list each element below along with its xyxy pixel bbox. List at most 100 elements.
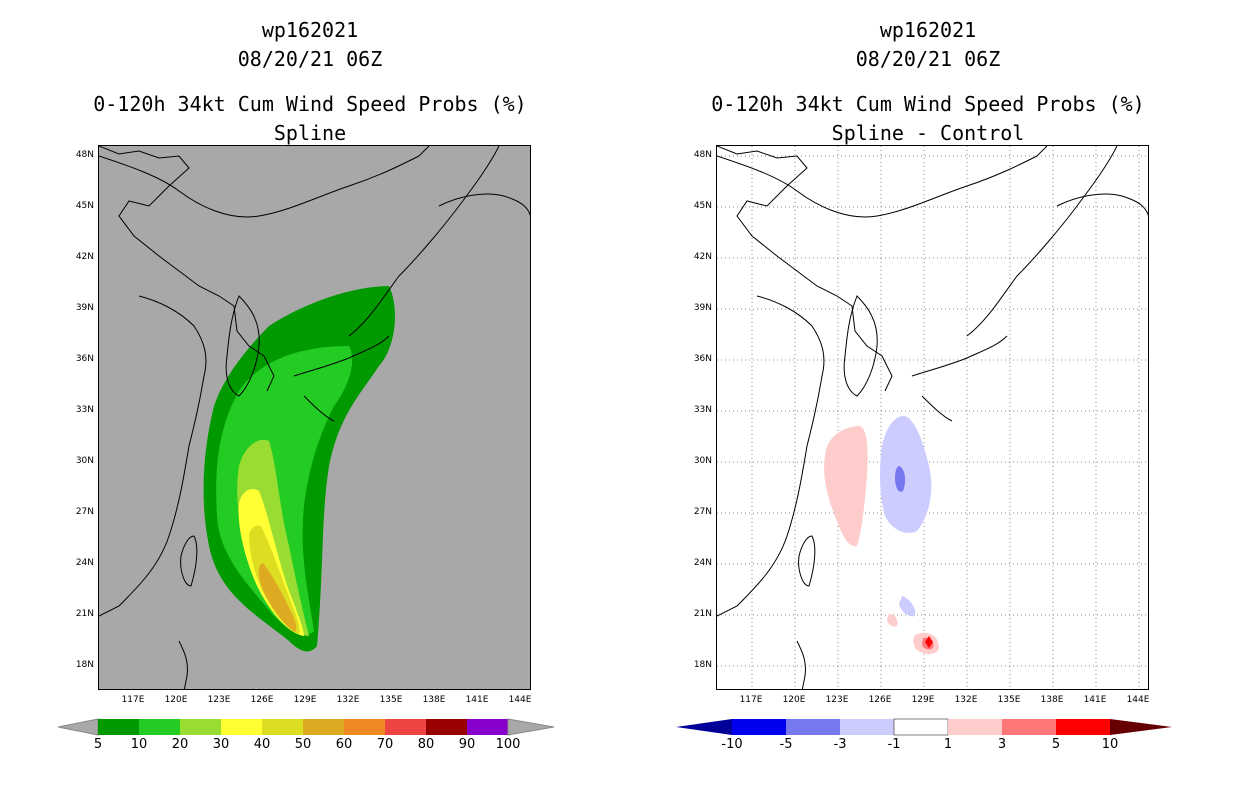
left-colorbar-bin — [262, 719, 303, 735]
lon-label: 123E — [207, 695, 231, 705]
right-subtitle: Spline - Control — [831, 121, 1025, 145]
left-colorbar-bin — [344, 719, 385, 735]
left-colorbar-over-arrow — [507, 718, 554, 736]
left-colorbar-bin — [303, 719, 344, 735]
right-difference-map — [716, 145, 1149, 690]
left-colorbar-bin — [139, 719, 180, 735]
lat-label: 42N — [693, 252, 712, 262]
lat-label: 33N — [693, 405, 712, 415]
lon-label: 138E — [1040, 695, 1064, 705]
diff-negative-1-3 — [880, 415, 932, 533]
right-colorbar-bin — [1002, 719, 1056, 735]
left-colorbar — [58, 718, 554, 736]
lon-label: 120E — [164, 695, 188, 705]
lon-label: 129E — [911, 695, 935, 705]
colorbar-label: 90 — [458, 737, 476, 752]
lon-label: 141E — [1083, 695, 1107, 705]
left-map-svg — [99, 146, 530, 689]
lat-label: 48N — [693, 150, 712, 160]
right-colorbar-bin — [948, 719, 1002, 735]
colorbar-label: 30 — [212, 737, 230, 752]
lat-label: 39N — [693, 303, 712, 313]
colorbar-label: 80 — [417, 737, 435, 752]
left-datetime: 08/20/21 06Z — [237, 47, 383, 71]
colorbar-label: -3 — [833, 737, 847, 752]
lat-label: 45N — [75, 201, 94, 211]
diff-negative-1-3-south — [899, 596, 916, 617]
colorbar-label: 60 — [335, 737, 353, 752]
lon-label: 144E — [508, 695, 532, 705]
lon-label: 141E — [465, 695, 489, 705]
colorbar-label: -10 — [721, 737, 743, 752]
lon-label: 138E — [422, 695, 446, 705]
prob-50-contour — [258, 563, 297, 632]
right-colorbar-bin — [840, 719, 894, 735]
left-subtitle: Spline — [273, 121, 347, 145]
lon-label: 129E — [293, 695, 317, 705]
left-colorbar-bin — [467, 719, 508, 735]
right-coastlines — [717, 146, 1148, 689]
colorbar-label: 5 — [1051, 737, 1061, 752]
right-colorbar-bin — [786, 719, 840, 735]
lon-label: 132E — [954, 695, 978, 705]
right-colorbar-over-arrow — [1110, 719, 1172, 735]
lon-label: 144E — [1126, 695, 1150, 705]
lon-label: 123E — [825, 695, 849, 705]
left-colorbar-bin — [98, 719, 139, 735]
lon-label: 135E — [997, 695, 1021, 705]
lat-label: 21N — [75, 609, 94, 619]
diff-negative-3-5 — [895, 466, 906, 492]
colorbar-label: 70 — [376, 737, 394, 752]
lat-label: 27N — [75, 507, 94, 517]
right-colorbar-bin — [893, 718, 949, 736]
lat-label: 45N — [693, 201, 712, 211]
left-product-title: 0-120h 34kt Cum Wind Speed Probs (%) — [93, 92, 527, 116]
colorbar-label: 40 — [253, 737, 271, 752]
lat-label: 30N — [75, 456, 94, 466]
lon-label: 117E — [121, 695, 145, 705]
lat-label: 27N — [693, 507, 712, 517]
lat-label: 36N — [693, 354, 712, 364]
diff-positive-1-3-south — [887, 614, 898, 627]
lat-label: 18N — [75, 660, 94, 670]
lat-label: 39N — [75, 303, 94, 313]
lon-label: 117E — [739, 695, 763, 705]
right-colorbar-under-arrow — [676, 719, 732, 735]
colorbar-label: 1 — [943, 737, 953, 752]
left-colorbar-bin — [180, 719, 221, 735]
left-storm-id: wp162021 — [261, 18, 359, 42]
left-coastlines — [99, 146, 530, 689]
left-colorbar-under-arrow — [58, 718, 99, 736]
right-colorbar-bin — [732, 719, 786, 735]
colorbar-label: -5 — [779, 737, 793, 752]
right-title-block: wp162021 08/20/21 06Z 0-120h 34kt Cum Wi… — [668, 16, 1188, 148]
lon-label: 132E — [336, 695, 360, 705]
right-product-title: 0-120h 34kt Cum Wind Speed Probs (%) — [711, 92, 1145, 116]
lat-label: 42N — [75, 252, 94, 262]
colorbar-label: 50 — [294, 737, 312, 752]
lat-label: 18N — [693, 660, 712, 670]
colorbar-label: 20 — [171, 737, 189, 752]
colorbar-label: 100 — [495, 737, 521, 752]
right-map-svg — [717, 146, 1148, 689]
right-colorbar — [676, 718, 1172, 736]
lat-label: 24N — [75, 558, 94, 568]
left-colorbar-bin — [385, 719, 426, 735]
colorbar-label: 5 — [93, 737, 103, 752]
lat-label: 48N — [75, 150, 94, 160]
left-title-block: wp162021 08/20/21 06Z 0-120h 34kt Cum Wi… — [50, 16, 570, 148]
lon-label: 120E — [782, 695, 806, 705]
colorbar-label: 10 — [1101, 737, 1119, 752]
lon-label: 135E — [379, 695, 403, 705]
lat-label: 33N — [75, 405, 94, 415]
lon-label: 126E — [868, 695, 892, 705]
colorbar-label: 10 — [130, 737, 148, 752]
right-datetime: 08/20/21 06Z — [855, 47, 1001, 71]
left-probability-map — [98, 145, 531, 690]
lat-label: 36N — [75, 354, 94, 364]
left-colorbar-bin — [221, 719, 262, 735]
colorbar-label: -1 — [887, 737, 901, 752]
left-colorbar-bin — [426, 719, 467, 735]
right-storm-id: wp162021 — [879, 18, 977, 42]
diff-positive-1-3-west — [824, 425, 868, 547]
